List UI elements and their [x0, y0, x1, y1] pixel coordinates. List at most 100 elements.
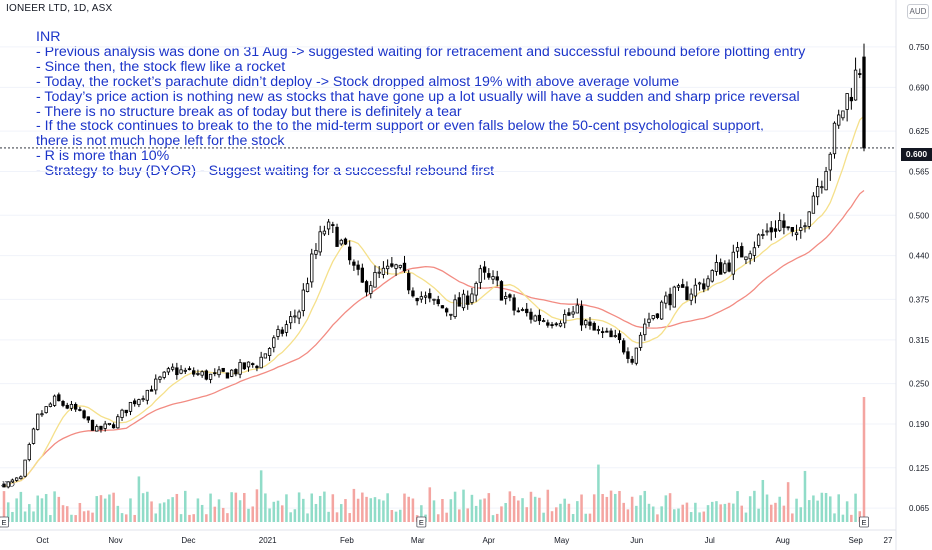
- volume-bar: [390, 509, 394, 522]
- volume-bar: [592, 494, 596, 522]
- candle-body: [31, 428, 36, 444]
- volume-bar: [335, 512, 339, 522]
- candle-body: [305, 283, 310, 292]
- candle-body: [149, 389, 154, 392]
- volume-bar: [563, 498, 566, 522]
- volume-bar: [327, 511, 330, 522]
- candle-body: [356, 264, 360, 270]
- candle-body: [166, 368, 171, 373]
- volume-bar: [285, 494, 288, 522]
- candle-body: [44, 406, 48, 414]
- volume-bar: [736, 491, 739, 522]
- volume-bar: [597, 464, 600, 522]
- x-tick-label: Apr: [482, 536, 495, 545]
- candle-body: [638, 334, 643, 348]
- volume-bar: [99, 495, 103, 522]
- volume-bar: [95, 496, 99, 522]
- note-line: - R is more than 10%: [36, 148, 170, 165]
- x-tick-label: Sep: [849, 536, 864, 545]
- volume-bar: [348, 513, 351, 522]
- candle-body: [120, 409, 124, 418]
- earnings-event-label: E: [1, 518, 6, 527]
- candle-body: [65, 404, 69, 409]
- volume-bar: [786, 482, 790, 522]
- candle-body: [276, 329, 280, 337]
- candle-body: [40, 413, 44, 416]
- candle-body: [428, 293, 432, 299]
- volume-bar: [188, 514, 191, 522]
- candle-body: [52, 395, 57, 406]
- candle-body: [196, 373, 200, 375]
- candle-body: [444, 308, 449, 313]
- volume-bar: [580, 494, 583, 522]
- candle-body: [364, 281, 369, 293]
- volume-bar: [841, 514, 845, 522]
- candle-body: [272, 337, 276, 348]
- candle-body: [575, 304, 579, 314]
- currency-badge[interactable]: AUD: [907, 4, 929, 19]
- candle-body: [2, 483, 6, 488]
- volume-bar: [116, 505, 120, 522]
- candle-body: [322, 230, 327, 235]
- candle-body: [466, 295, 470, 305]
- volume-bar: [761, 479, 765, 522]
- volume-bar: [40, 498, 44, 522]
- volume-bar: [234, 492, 238, 522]
- candle-body: [238, 362, 242, 375]
- volume-bar: [91, 512, 94, 522]
- volume-bar: [407, 496, 410, 522]
- volume-bar: [508, 491, 512, 522]
- volume-bar: [601, 494, 604, 522]
- volume-bar: [171, 497, 174, 522]
- volume-bar: [2, 491, 6, 522]
- y-tick-label: 0.625: [909, 127, 930, 136]
- candle-body: [853, 69, 858, 101]
- volume-bar: [862, 397, 866, 522]
- y-tick-label: 0.065: [909, 504, 930, 513]
- volume-bar: [571, 514, 575, 522]
- candle-body: [689, 293, 693, 301]
- volume-bar: [65, 506, 69, 522]
- volume-bar: [462, 489, 465, 522]
- candle-body: [385, 265, 390, 270]
- volume-bar: [420, 505, 423, 522]
- volume-bar: [715, 501, 718, 522]
- candle-body: [107, 422, 112, 426]
- candle-body: [284, 324, 289, 333]
- volume-bar: [782, 505, 786, 522]
- candle-body: [482, 266, 487, 273]
- candle-body: [318, 231, 322, 253]
- volume-bar: [689, 512, 693, 522]
- volume-bar: [53, 491, 56, 522]
- candle-body: [381, 267, 386, 275]
- candle-body: [820, 186, 824, 189]
- volume-bar: [525, 507, 529, 522]
- candle-body: [335, 226, 339, 247]
- volume-bar: [175, 493, 179, 522]
- candle-body: [133, 400, 137, 405]
- volume-bar: [209, 493, 212, 522]
- candle-body: [263, 353, 268, 359]
- x-tick-label: Dec: [181, 536, 195, 545]
- candle-body: [659, 301, 664, 320]
- candle-body: [550, 324, 554, 326]
- candle-body: [504, 295, 508, 299]
- candle-body: [192, 370, 196, 375]
- candle-body: [579, 305, 584, 326]
- candle-body: [516, 310, 520, 313]
- y-tick-label: 0.250: [909, 380, 930, 389]
- volume-bar: [542, 512, 545, 522]
- volume-bar: [483, 498, 486, 522]
- candle-body: [339, 239, 343, 245]
- candle-body: [326, 221, 331, 230]
- candle-body: [90, 419, 95, 431]
- note-line: - If the stock continues to break to the…: [36, 118, 764, 135]
- volume-bar: [192, 514, 195, 522]
- volume-bar: [791, 513, 794, 522]
- candle-body: [251, 363, 255, 366]
- volume-bar: [399, 509, 402, 522]
- volume-bar: [517, 500, 520, 522]
- volume-bar: [289, 512, 292, 522]
- volume-bar: [614, 493, 617, 522]
